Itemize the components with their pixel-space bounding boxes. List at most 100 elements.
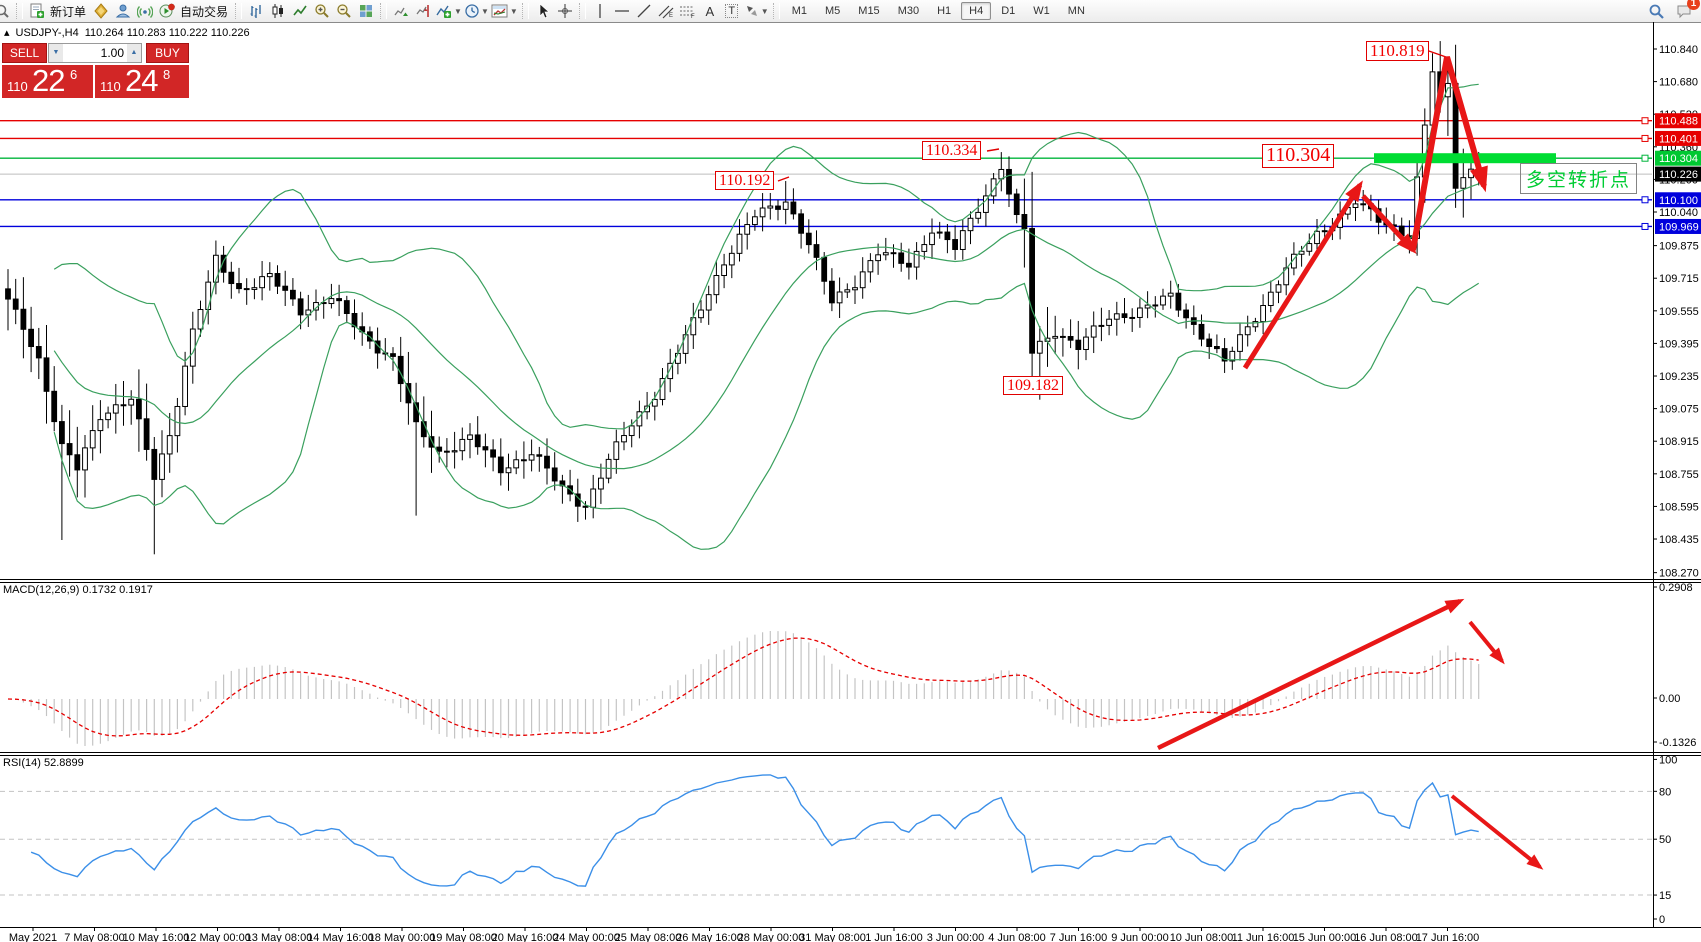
candlestick-chart-icon[interactable] [267,1,289,21]
clipped-search-icon[interactable] [0,1,13,21]
sell-button[interactable]: SELL [2,43,47,63]
price-point-label[interactable]: 110.334 [922,141,982,161]
price-scale[interactable]: 110.840110.680110.520110.360110.200110.0… [1641,44,1701,580]
toolbar-separator [16,3,23,19]
gold-seal-icon[interactable] [90,1,112,21]
svg-text:108.755: 108.755 [1659,469,1699,481]
price-point-label[interactable]: 110.304 [1262,144,1335,168]
period-W1[interactable]: W1 [1033,5,1050,17]
buy-button[interactable]: BUY [146,43,189,63]
ask-big-digits: 24 [125,65,158,98]
svg-text:80: 80 [1659,786,1671,798]
horizontal-line-tool-icon[interactable] [611,1,633,21]
horizontal-level-lines[interactable] [0,120,1653,228]
bid-price-panel[interactable]: 110 22 6 [2,65,93,98]
svg-text:109.969: 109.969 [1659,221,1699,233]
trendline-tool-icon[interactable] [633,1,655,21]
zoom-out-icon[interactable] [333,1,355,21]
templates-icon[interactable]: ▼ [490,1,519,21]
price-point-label[interactable]: 109.182 [1003,376,1063,396]
macd-pane[interactable] [7,631,1480,746]
toolbar-separator [235,3,243,19]
price-point-label[interactable]: 110.819 [1366,41,1429,62]
period-M1[interactable]: M1 [791,5,807,17]
main-price-pane[interactable] [0,41,1653,555]
zoom-in-icon[interactable] [311,1,333,21]
ask-price-panel[interactable]: 110 24 8 [95,65,189,98]
new-order-icon[interactable] [26,1,48,21]
auto-trading-label[interactable]: 自动交易 [180,4,229,19]
period-MN[interactable]: MN [1067,5,1085,17]
reversal-annotation[interactable]: 多空转折点 [1520,163,1638,194]
profile-icon[interactable] [112,1,134,21]
svg-text:110.304: 110.304 [1659,153,1698,165]
tile-windows-icon[interactable] [355,1,377,21]
collapse-arrow-icon[interactable]: ▴ [4,27,10,39]
rsi-label: RSI(14) 52.8899 [3,757,84,769]
notifications-icon[interactable]: 1 [1673,0,1700,21]
support-highlight-band[interactable] [1374,153,1556,164]
svg-text:19 May 08:00: 19 May 08:00 [430,932,497,942]
line-chart-icon[interactable] [289,1,311,21]
crosshair-icon[interactable] [554,1,576,21]
volume-input[interactable] [63,44,127,62]
svg-text:16 Jun 08:00: 16 Jun 08:00 [1354,932,1418,942]
macd-histogram [15,631,1480,746]
indicators-icon[interactable]: ▼ [434,1,463,21]
volume-box: ▼ ▲ [48,43,142,63]
bollinger-lower-band[interactable] [53,282,1480,550]
text-tool-icon[interactable]: A [705,3,715,19]
svg-text:0.2908: 0.2908 [1659,582,1693,594]
svg-text:4 Jun 08:00: 4 Jun 08:00 [988,932,1046,942]
macd-scale[interactable]: 0.2908 0.00 -0.1326 [1653,582,1696,749]
period-D1[interactable]: D1 [1001,5,1016,17]
toolbar-separator [772,3,780,19]
auto-scroll-icon[interactable] [390,1,412,21]
candlestick-series [5,41,1482,555]
rsi-line [30,774,1479,887]
bar-chart-icon[interactable] [245,1,267,21]
equidistant-channel-tool-icon[interactable]: E [655,1,677,21]
svg-text:18 May 00:00: 18 May 00:00 [369,932,436,942]
signal-icon[interactable] [134,1,156,21]
macd-label: MACD(12,26,9) 0.1732 0.1917 [3,584,153,596]
search-icon[interactable] [1645,1,1667,21]
ask-sup-digit: 8 [163,67,171,82]
rsi-down-arrow [1450,794,1542,869]
period-M5[interactable]: M5 [825,5,841,17]
svg-text:-0.1326: -0.1326 [1659,737,1696,749]
period-H1[interactable]: H1 [937,5,952,17]
pane-separator-macd[interactable] [0,579,1701,583]
svg-text:50: 50 [1659,834,1671,846]
text-label-tool-icon[interactable]: T [721,1,743,21]
svg-text:9 Jun 00:00: 9 Jun 00:00 [1111,932,1169,942]
rsi-scale[interactable]: 100 80 50 15 0 [1653,754,1677,926]
arrows-tool-icon[interactable]: ▼ [743,1,770,21]
rsi-pane[interactable] [0,774,1653,896]
svg-text:25 May 08:00: 25 May 08:00 [615,932,682,942]
cursor-icon[interactable] [532,1,554,21]
svg-text:100: 100 [1659,754,1677,766]
timeframes-icon[interactable]: ▼ [463,1,490,21]
pane-separator-rsi[interactable] [0,752,1701,756]
volume-decrease-button[interactable]: ▼ [49,44,63,62]
price-spike-reversal-arrow [1410,56,1487,251]
vertical-line-tool-icon[interactable] [589,1,611,21]
svg-text:110.100: 110.100 [1659,195,1698,207]
bollinger-upper-band[interactable] [53,83,1479,430]
new-order-label[interactable]: 新订单 [50,4,87,19]
period-H4[interactable]: H4 [961,2,992,20]
toolbar: 新订单 自动交易 ▼ ▼ ▼ E F A T ▼ M1 M5 M15 M30 H1 H4 D… [0,0,1701,23]
volume-increase-button[interactable]: ▲ [127,44,141,62]
period-M15[interactable]: M15 [858,5,880,17]
bollinger-middle-band[interactable] [53,183,1479,470]
price-point-label[interactable]: 110.192 [715,171,775,191]
fibonacci-tool-icon[interactable]: F [677,1,699,21]
annotation-arrows[interactable] [1157,56,1544,870]
period-M30[interactable]: M30 [897,5,920,17]
auto-trading-icon[interactable] [156,1,178,21]
chart-shift-icon[interactable] [412,1,434,21]
svg-text:108.270: 108.270 [1659,568,1699,580]
